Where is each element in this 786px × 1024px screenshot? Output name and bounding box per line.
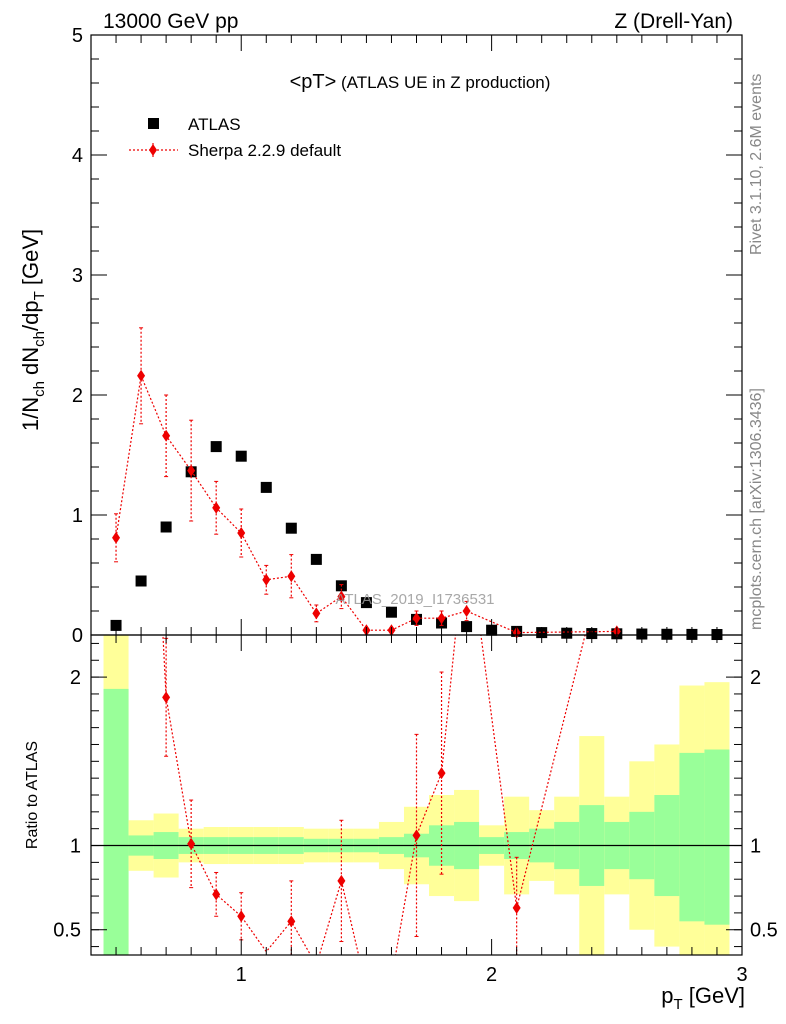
sherpa-point [312, 607, 321, 620]
main-ylabel: 1/Nch dNch/dpT [GeV] [18, 229, 48, 431]
ratio-band-green [103, 688, 129, 955]
energy-label: 13000 GeV pp [103, 10, 238, 33]
ratio-point [437, 767, 446, 780]
ratio-point [162, 691, 171, 704]
sherpa-point [112, 531, 121, 544]
watermark: ATLAS_2019_I1736531 [335, 591, 494, 608]
ratio-band-green [679, 752, 705, 922]
sherpa-point [262, 573, 271, 586]
ratio-data-layer [162, 635, 586, 956]
ratio-point [512, 901, 521, 914]
sherpa-point [437, 612, 446, 625]
ratio-point [212, 888, 221, 901]
atlas-point [385, 606, 397, 618]
main-ytick-label: 2 [72, 385, 83, 407]
atlas-point [135, 575, 147, 587]
atlas-point [260, 481, 272, 493]
ratio-ytick-label-right: 0.5 [750, 920, 778, 942]
sherpa-line [115, 373, 617, 634]
sherpa-point [212, 501, 221, 514]
ratio-point [287, 915, 296, 928]
sherpa-point [462, 605, 471, 617]
sherpa-point [137, 369, 146, 382]
atlas-point [210, 441, 222, 453]
main-ytick-label: 1 [72, 505, 83, 527]
ratio-band-green [704, 749, 730, 925]
plot-title-main: <pT> [290, 71, 337, 93]
ratio-ytick-label: 1 [70, 836, 81, 858]
main-ytick-label: 5 [72, 25, 83, 47]
ratio-ytick-label-right: 1 [750, 836, 761, 858]
plot-title-sub: (ATLAS UE in Z production) [336, 73, 550, 92]
main-ytick-label: 3 [72, 265, 83, 287]
atlas-point [360, 597, 372, 609]
atlas-point [110, 619, 122, 631]
xtick-label: 2 [486, 964, 497, 986]
sherpa-point [412, 612, 421, 625]
atlas-point [310, 553, 322, 565]
ratio-ytick-label-right: 2 [750, 667, 761, 689]
sherpa-point [337, 590, 346, 603]
ratio-point [337, 874, 346, 887]
ratio-point [237, 910, 246, 923]
ratio-ytick-label: 0.5 [53, 920, 81, 942]
sherpa-point [287, 570, 296, 583]
atlas-point [285, 522, 297, 534]
main-ytick-label: 4 [72, 145, 83, 167]
legend-atlas-marker [148, 118, 159, 129]
atlas-point [160, 521, 172, 533]
xtick-label: 1 [236, 964, 247, 986]
sherpa-point [237, 527, 246, 539]
ratio-ytick-label: 2 [70, 667, 81, 689]
sherpa-point [162, 429, 171, 442]
legend: ATLAS Sherpa 2.2.9 default [129, 115, 341, 160]
process-label: Z (Drell-Yan) [614, 10, 733, 33]
rivet-label: Rivet 3.1.10, 2.6M events [748, 74, 765, 255]
atlas-point [461, 621, 473, 633]
plot-title: <pT> (ATLAS UE in Z production) [290, 71, 551, 93]
legend-sherpa-label: Sherpa 2.2.9 default [188, 141, 341, 160]
main-ytick-label: 0 [72, 625, 83, 647]
xlabel: pT [GeV] [661, 983, 745, 1013]
ratio-line [162, 635, 586, 955]
atlas-point [235, 450, 247, 462]
legend-sherpa-marker [149, 144, 157, 156]
legend-atlas-label: ATLAS [188, 115, 241, 134]
ratio-point [187, 837, 196, 850]
xtick-label: 3 [736, 964, 747, 986]
ratio-ylabel: Ratio to ATLAS [24, 741, 41, 849]
sherpa-point [187, 464, 196, 477]
ratio-point [412, 829, 421, 842]
mcplots-label: mcplots.cern.ch [arXiv:1306.3436] [748, 388, 765, 630]
